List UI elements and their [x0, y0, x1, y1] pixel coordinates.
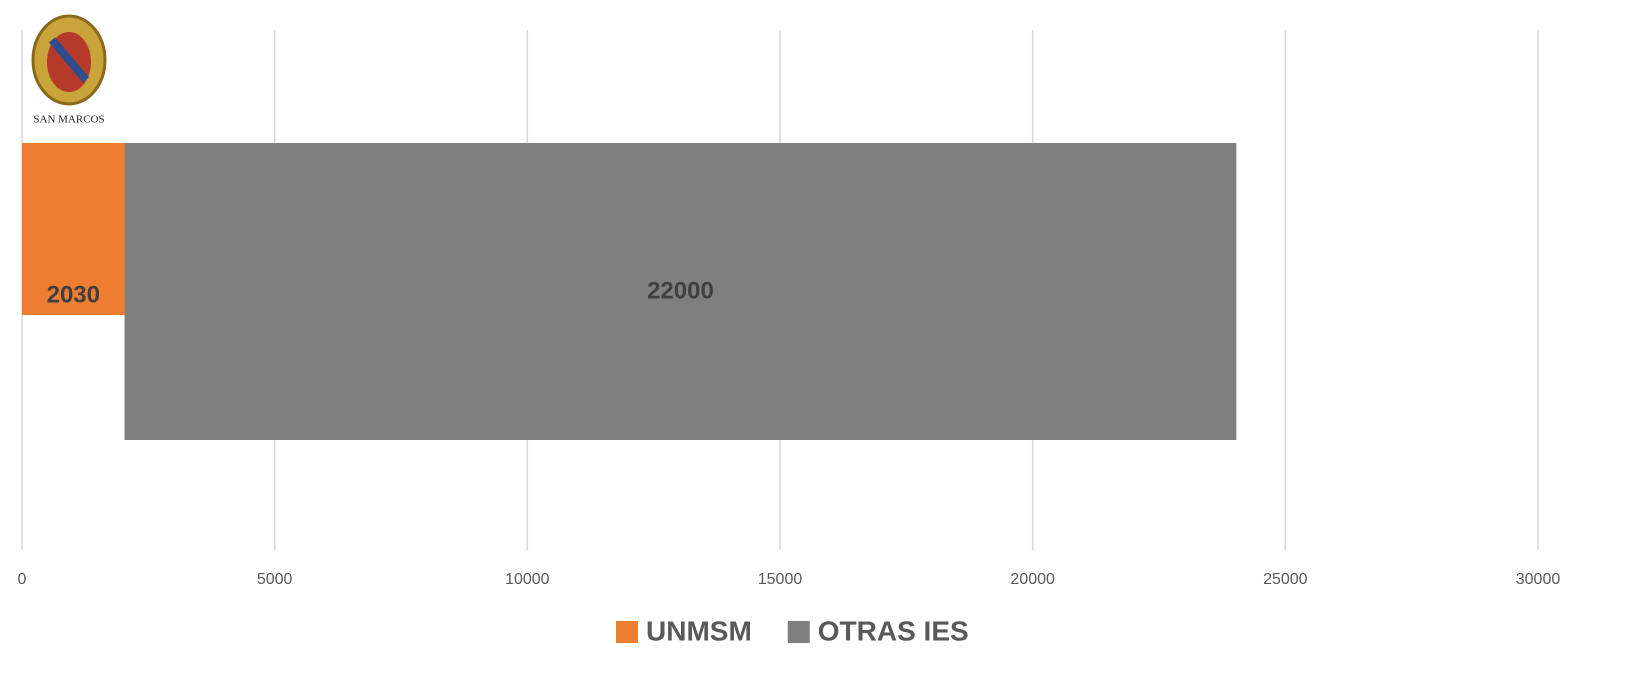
logo: SAN MARCOS [8, 8, 130, 134]
x-tick-label: 25000 [1263, 571, 1308, 588]
logo-band [48, 37, 90, 83]
bar [124, 143, 1237, 440]
legend-label: UNMSM [646, 615, 752, 646]
data-label: 22000 [647, 277, 714, 304]
x-tick-label: 30000 [1516, 571, 1561, 588]
x-tick-label: 0 [18, 571, 27, 588]
legend-swatch [616, 621, 638, 643]
legend-swatch [787, 621, 810, 643]
logo-text: SAN MARCOS [33, 114, 104, 126]
x-tick-label: 15000 [758, 571, 803, 588]
data-label: 2030 [47, 281, 100, 308]
bar [22, 143, 125, 315]
legend: UNMSM OTRAS IES [616, 615, 969, 646]
x-tick-label: 5000 [257, 571, 293, 588]
x-tick-label: 10000 [505, 571, 550, 588]
legend-label: OTRAS IES [818, 615, 969, 646]
x-tick-label: 20000 [1010, 571, 1055, 588]
